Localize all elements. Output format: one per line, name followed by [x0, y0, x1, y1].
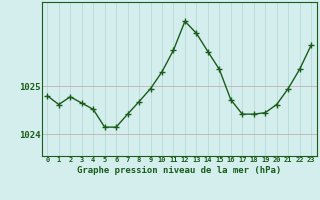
X-axis label: Graphe pression niveau de la mer (hPa): Graphe pression niveau de la mer (hPa): [77, 166, 281, 175]
